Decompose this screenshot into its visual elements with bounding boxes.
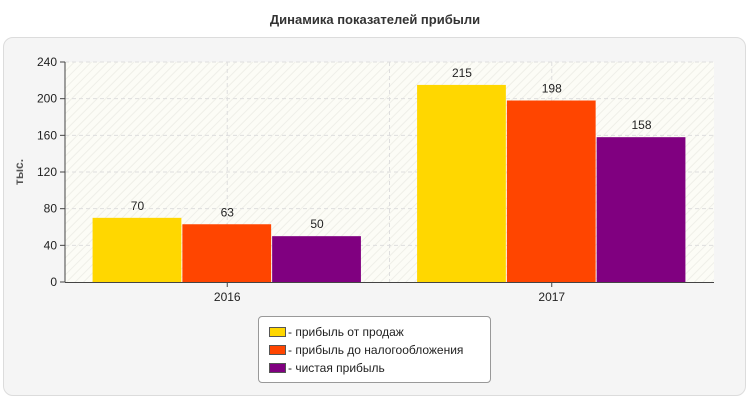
- bar: [92, 217, 182, 282]
- bars: [92, 84, 686, 283]
- x-tick-labels: 2016 2017: [214, 282, 565, 304]
- y-tick-label: 160: [37, 128, 57, 142]
- x-tick-label: 2017: [538, 290, 565, 304]
- legend: - прибыль от продаж - прибыль до налогооб…: [258, 316, 491, 383]
- legend-swatch: [269, 327, 286, 337]
- y-tick-label: 0: [50, 275, 57, 289]
- y-tick-labels: 0 40 80 120 160 200 240: [37, 55, 65, 289]
- data-label: 63: [221, 205, 235, 219]
- legend-swatch: [269, 363, 286, 373]
- data-label: 215: [452, 66, 472, 80]
- bar: [182, 224, 272, 282]
- y-tick-label: 40: [44, 238, 58, 252]
- bar: [596, 137, 686, 282]
- y-tick-label: 120: [37, 165, 57, 179]
- data-label: 198: [542, 82, 562, 96]
- y-tick-label: 200: [37, 92, 57, 106]
- y-tick-label: 80: [44, 202, 58, 216]
- legend-label: - прибыль до налогообложения: [288, 343, 464, 357]
- legend-item: - чистая прибыль: [269, 359, 490, 377]
- legend-item: - прибыль до налогообложения: [269, 341, 490, 359]
- bar: [272, 236, 361, 282]
- x-tick-label: 2016: [214, 290, 241, 304]
- legend-label: - прибыль от продаж: [288, 325, 404, 339]
- legend-label: - чистая прибыль: [288, 361, 385, 375]
- data-labels: 70 63 50 215 198 158: [131, 66, 652, 231]
- bar: [506, 100, 596, 282]
- legend-swatch: [269, 345, 286, 355]
- bar: [417, 84, 506, 283]
- legend-item: - прибыль от продаж: [269, 323, 490, 341]
- data-label: 70: [131, 199, 145, 213]
- data-label: 158: [632, 118, 652, 132]
- y-tick-label: 240: [37, 55, 57, 69]
- data-label: 50: [310, 217, 324, 231]
- y-axis-label: тыс.: [12, 159, 26, 185]
- chart-title: Динамика показателей прибыли: [269, 12, 481, 27]
